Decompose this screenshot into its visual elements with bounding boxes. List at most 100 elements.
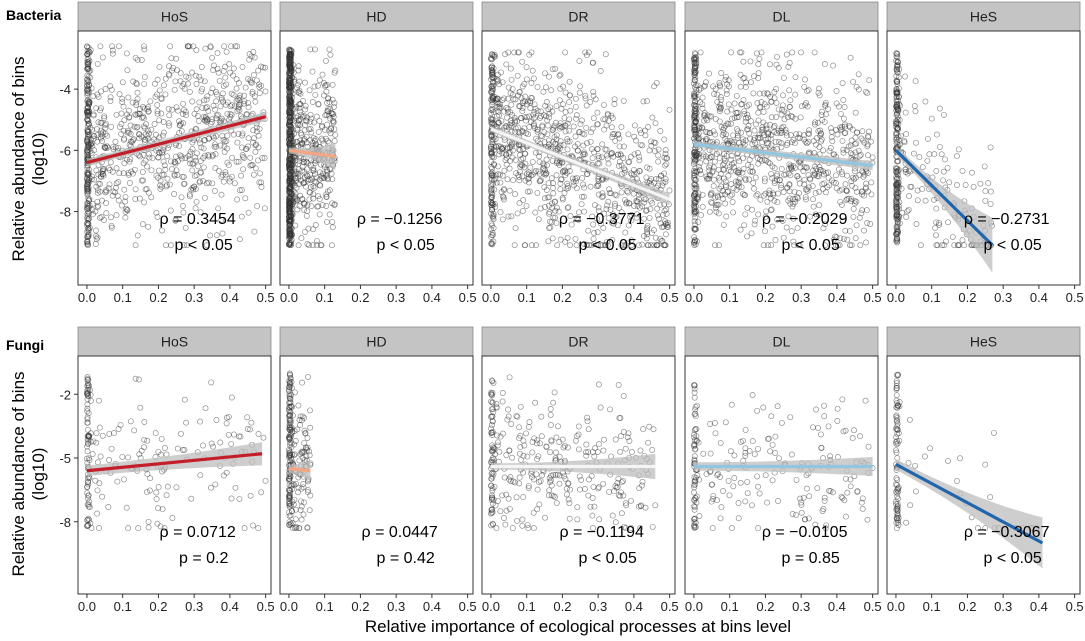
data-point [286,384,293,391]
data-point [502,123,509,130]
data-point [893,140,900,147]
data-point [529,67,536,74]
data-point [220,68,227,75]
data-point [304,489,311,496]
data-point [224,99,231,106]
data-point [291,441,298,448]
data-point [706,70,712,77]
data-point [148,194,155,201]
data-point [204,93,211,100]
data-point [164,175,171,182]
data-point [535,453,542,460]
data-point [501,95,507,102]
data-point [324,175,331,182]
data-point [959,167,966,174]
data-point [537,478,544,484]
data-point [537,176,544,183]
data-point [666,106,673,113]
data-point [489,82,496,89]
data-point [535,216,542,223]
data-point [746,176,753,183]
data-point [605,198,612,205]
data-point [742,118,749,125]
data-point [258,179,265,186]
data-point [768,206,775,213]
data-point [488,425,495,432]
data-point [192,205,199,212]
data-point [233,85,240,92]
data-point [716,177,723,184]
data-point [788,228,795,235]
data-point [92,208,99,215]
data-point [84,401,91,408]
data-point [219,230,226,237]
x-tick-label: 0.0 [78,599,96,614]
data-point [178,128,185,135]
data-point [136,110,143,117]
data-point [159,132,166,139]
data-point [750,137,757,144]
data-point [946,179,953,186]
data-point [251,93,258,100]
data-point [314,203,321,210]
data-point [616,135,623,142]
data-point [838,168,845,175]
data-point [692,63,699,70]
data-point [720,221,727,228]
data-point [215,111,222,118]
data-point [749,206,756,213]
data-point [288,179,295,185]
data-point [200,164,207,171]
data-point [288,115,295,122]
data-point [84,178,91,185]
data-point [693,183,700,190]
data-point [229,102,235,109]
data-point [174,445,181,452]
data-point [89,451,96,457]
data-point [141,105,148,112]
regression-line [693,142,873,168]
data-point [853,140,860,147]
data-point [184,43,191,50]
data-point [172,160,179,167]
data-point [507,478,514,484]
data-point [858,135,865,142]
data-point [861,192,867,199]
data-point [501,167,508,174]
data-point [154,213,161,220]
data-point [153,172,160,179]
data-point [260,434,267,441]
data-point [862,185,869,192]
data-point [512,225,519,232]
data-point [549,157,556,164]
data-point [691,225,698,232]
data-point [189,98,196,105]
data-point [783,51,790,58]
data-point [180,80,187,87]
data-point [296,78,303,85]
data-point [186,43,193,50]
data-point [858,210,865,217]
data-point [90,112,97,119]
x-tick-label: 0.2 [553,290,571,305]
data-point [803,140,810,147]
data-point [125,454,132,461]
data-point [306,452,313,459]
data-point [774,171,781,178]
data-point [214,65,221,72]
data-point [854,129,860,136]
data-point [173,55,180,62]
data-point [624,434,631,441]
data-point [852,149,859,156]
data-point [987,200,994,207]
data-point [210,67,217,74]
data-point [756,90,763,97]
data-point [132,196,139,202]
data-point [108,214,115,221]
data-point [818,138,824,145]
data-point [552,214,559,221]
data-point [292,438,299,444]
data-point [841,104,848,110]
data-point [488,509,495,516]
